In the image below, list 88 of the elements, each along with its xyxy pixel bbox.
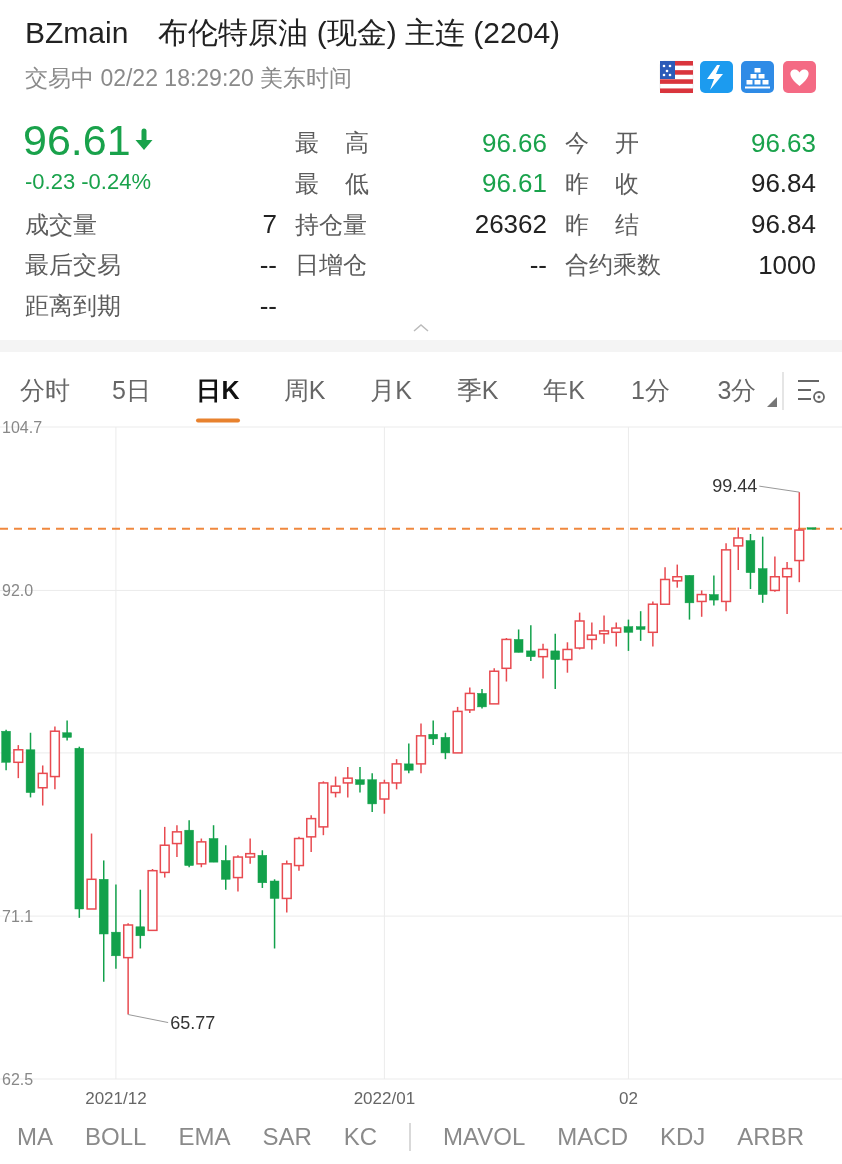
text: 5日 xyxy=(112,374,151,406)
y-tick-label: 104.7 xyxy=(2,418,43,436)
candlestick xyxy=(306,814,317,853)
y-tick-label: 62.5 xyxy=(2,1070,34,1088)
text: 季K xyxy=(456,374,499,406)
text: 7 xyxy=(262,208,277,242)
text: 交易中 02/22 18:29:20 美东时间 xyxy=(25,63,353,93)
text: KC xyxy=(343,1123,378,1151)
text: 周K xyxy=(283,374,326,406)
text: 96.61 xyxy=(481,167,547,201)
text: 最后交易 xyxy=(25,250,121,281)
x-tick-label: 02 xyxy=(618,1088,638,1108)
text: 96.84 xyxy=(750,167,816,201)
candlestick xyxy=(562,641,573,674)
candlestick xyxy=(513,628,524,654)
candlestick xyxy=(537,642,549,680)
annotation: 65.77 xyxy=(170,1012,216,1033)
text: MA xyxy=(17,1123,53,1151)
candlestick xyxy=(62,719,72,742)
text: 今开 xyxy=(565,128,640,158)
candlestick xyxy=(733,526,744,571)
candlestick xyxy=(404,742,414,775)
text: 96.61 xyxy=(23,115,131,166)
text: 年K xyxy=(543,374,585,406)
candlestick xyxy=(37,764,48,807)
text: 距离到期 xyxy=(25,291,121,322)
text: 成交量 xyxy=(25,209,97,240)
text: -0.23 -0.24% xyxy=(25,168,151,196)
candlestick xyxy=(781,561,793,615)
text: MACD xyxy=(557,1123,629,1151)
text: 3分 xyxy=(717,374,757,406)
text: 昨收 xyxy=(565,168,640,199)
candlestick xyxy=(672,563,683,589)
candlestick xyxy=(550,632,560,690)
text: 日增仓 xyxy=(295,250,367,281)
candlestick xyxy=(111,883,121,970)
text: 最低 xyxy=(295,168,370,199)
text: BOLL xyxy=(85,1123,147,1151)
text: 月K xyxy=(370,374,412,406)
text: 96.84 xyxy=(750,208,816,242)
candlestick xyxy=(709,574,719,607)
candlestick xyxy=(636,610,646,642)
candlestick xyxy=(342,766,353,799)
text: 1分 xyxy=(631,374,670,406)
text: ARBR xyxy=(737,1123,805,1151)
candlestick xyxy=(769,555,781,593)
text: 1000 xyxy=(758,248,816,282)
candlestick xyxy=(135,888,145,950)
text: MAVOL xyxy=(443,1123,526,1151)
candlestick xyxy=(586,621,597,651)
candlestick xyxy=(611,621,622,648)
text: KDJ xyxy=(660,1123,706,1151)
candlestick xyxy=(598,614,610,645)
candlestick xyxy=(440,732,451,760)
candlestick xyxy=(221,844,231,891)
candlestick xyxy=(232,854,244,893)
y-tick-label: 92.0 xyxy=(2,581,34,599)
text: 昨结 xyxy=(565,209,640,240)
text: 分时 xyxy=(20,374,70,406)
text: 26362 xyxy=(474,208,547,242)
candlestick xyxy=(245,837,256,865)
candlestick xyxy=(696,589,707,618)
candlestick xyxy=(464,686,475,714)
candlestick xyxy=(13,744,24,779)
x-tick-label: 2022/01 xyxy=(353,1088,416,1108)
text: -- xyxy=(529,248,547,282)
text: -- xyxy=(259,289,277,323)
text: EMA xyxy=(178,1123,231,1151)
text: 96.66 xyxy=(481,126,547,160)
text: 最高 xyxy=(295,128,370,158)
candlestick xyxy=(208,824,219,863)
text: 96.63 xyxy=(750,126,816,160)
text: SAR xyxy=(262,1123,312,1151)
candlestick xyxy=(171,824,183,858)
annotation: 99.44 xyxy=(712,476,758,497)
x-tick-label: 2021/12 xyxy=(85,1088,147,1108)
text: 日K xyxy=(196,374,240,406)
candlestick xyxy=(428,719,438,746)
y-tick-label: 71.1 xyxy=(2,907,34,925)
text: 持仓量 xyxy=(295,209,367,240)
candlestick xyxy=(196,837,207,869)
candlestick xyxy=(355,766,365,794)
text: -- xyxy=(259,248,277,282)
candlestick xyxy=(623,618,634,652)
text: BZmain 布伦特原油 (现金) 主连 (2204) xyxy=(25,15,561,51)
candlestick xyxy=(526,624,536,662)
text: 合约乘数 xyxy=(565,250,661,281)
candlestick xyxy=(269,878,280,950)
